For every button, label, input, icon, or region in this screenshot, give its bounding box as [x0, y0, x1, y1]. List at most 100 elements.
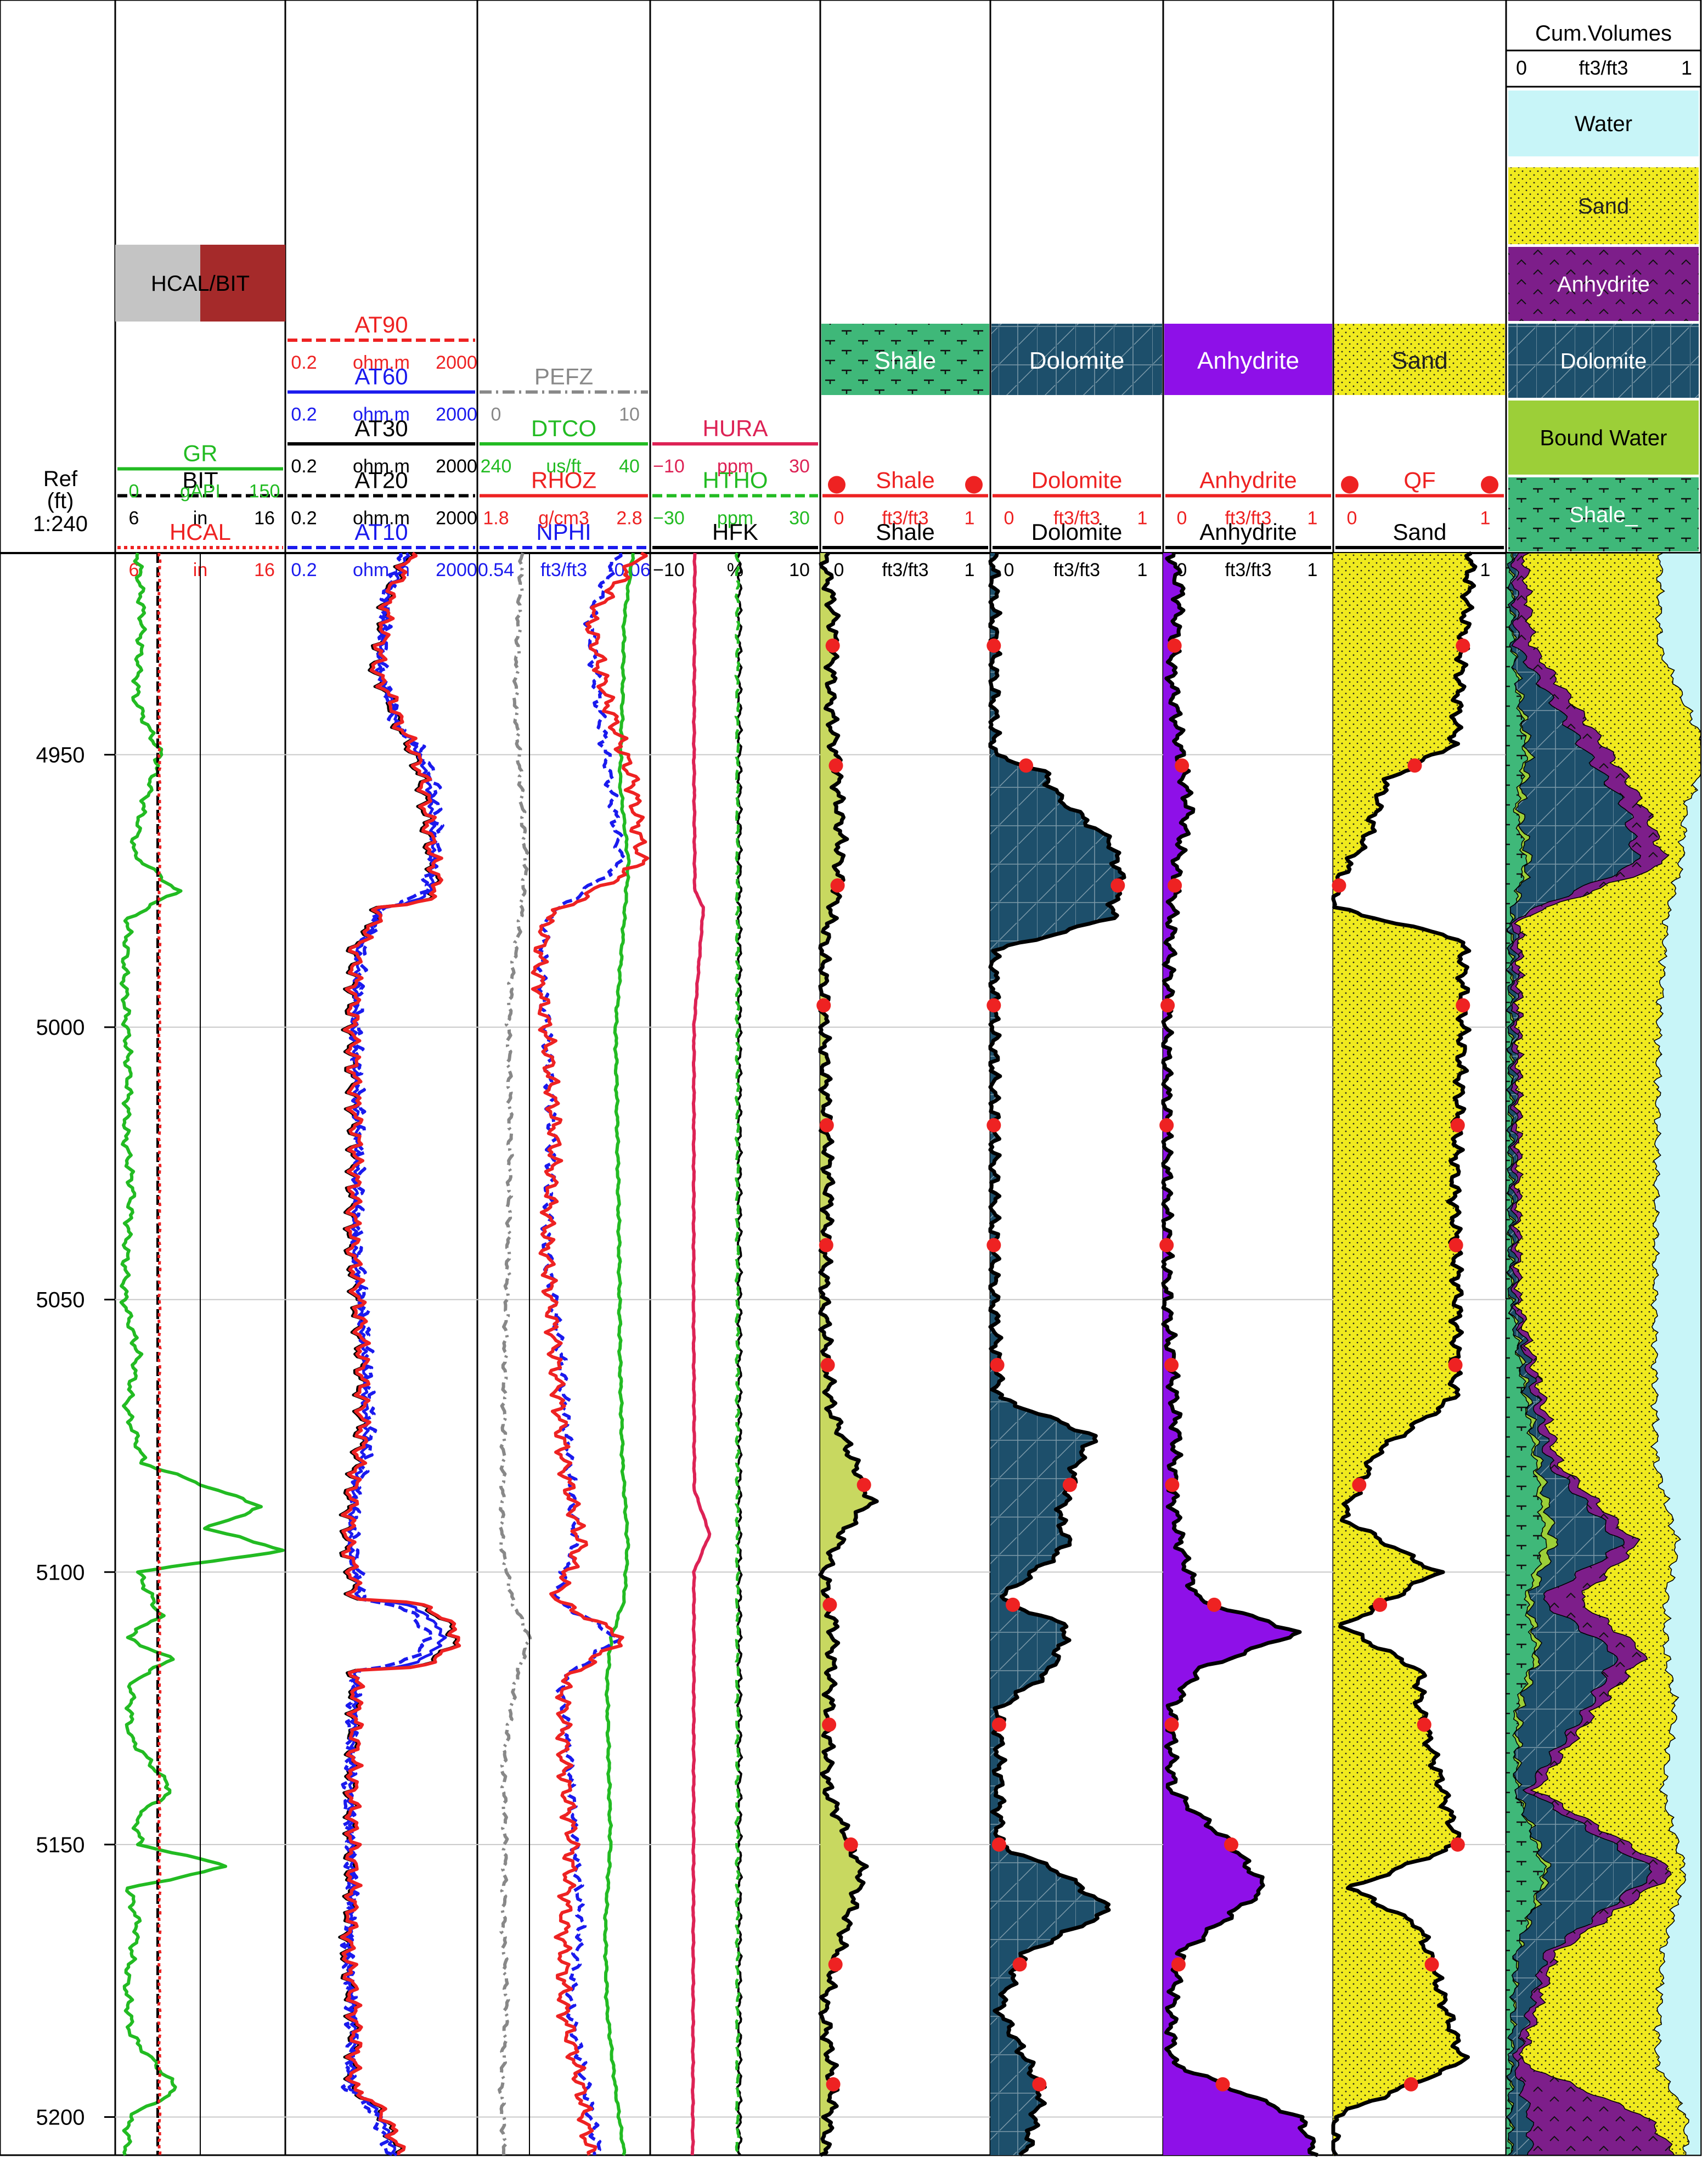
lithology-fill-swatch — [1164, 324, 1332, 395]
curve-scale-max: 1 — [1137, 560, 1148, 580]
depth-tick-label: 4950 — [36, 743, 85, 767]
curve-scale-min: −10 — [653, 456, 685, 477]
legend-swatch — [1508, 91, 1699, 156]
curve-scale-min: 0 — [1177, 508, 1187, 529]
model-marker-dot — [1456, 638, 1470, 653]
curve-unit: ohm.m — [353, 352, 410, 373]
model-marker-dot — [1175, 758, 1190, 773]
legend-label: Dolomite — [1560, 350, 1647, 374]
curve-scale-max: 2000 — [436, 508, 477, 529]
model-marker-dot — [1171, 1957, 1186, 1972]
model-marker-dot — [822, 1597, 837, 1612]
model-marker-dot — [1417, 1717, 1431, 1732]
curve-scale-min: 6 — [129, 508, 139, 529]
depth-tick-label: 5150 — [36, 1833, 85, 1857]
depth-unit: (ft) — [47, 489, 74, 513]
curve-name: Anhydrite — [1199, 467, 1296, 493]
curve-scale-min: 0.2 — [291, 508, 317, 529]
at90-curve — [340, 551, 461, 2156]
curve-unit: ft3/ft3 — [1053, 508, 1100, 529]
model-marker-dot — [1407, 758, 1422, 773]
model-marker-dot — [1332, 878, 1346, 893]
hcal-curve — [157, 553, 162, 2156]
hcal-bit-fill-red — [200, 245, 285, 322]
curve-scale-max: 2000 — [436, 456, 477, 477]
curve-name: AT10 — [354, 519, 408, 545]
model-marker-dot — [1207, 1597, 1221, 1612]
curve-unit: ohm.m — [353, 508, 410, 529]
model-marker-dot — [816, 998, 831, 1013]
curve-unit: ft3/ft3 — [1225, 560, 1271, 580]
curve-scale-min: 0 — [834, 560, 844, 580]
curve-scale-max: 1 — [1137, 508, 1148, 529]
lithology-fill-label: Anhydrite — [1197, 347, 1299, 374]
curve-name: Shale — [876, 519, 934, 545]
model-marker-dot — [820, 1357, 835, 1372]
cum-volumes-title: Cum.Volumes — [1535, 21, 1672, 46]
curve-unit: us/ft — [546, 456, 582, 477]
curve-unit: ft3/ft3 — [1053, 560, 1100, 580]
legend-swatch — [1508, 247, 1699, 321]
marker-legend-dot — [1481, 476, 1498, 494]
curve-scale-max: 1 — [965, 508, 975, 529]
legend-label: Water — [1575, 112, 1632, 136]
lithology-fill-swatch — [991, 324, 1162, 395]
legend-label: Sand — [1578, 194, 1629, 218]
curve-scale-min: 0 — [491, 404, 501, 425]
marker-legend-dot — [828, 476, 845, 494]
curve-unit: gAPI — [180, 481, 221, 502]
curve-name: Anhydrite — [1199, 519, 1296, 545]
model-marker-dot — [1032, 2077, 1047, 2092]
model-marker-dot — [856, 1478, 871, 1492]
curve-scale-min: −30 — [653, 508, 685, 529]
dtco-curve — [603, 553, 635, 2156]
legend-label: Shale_ — [1569, 503, 1638, 527]
lithology-fill-label: Sand — [1391, 347, 1448, 374]
cum-volumes-legend: Water Sand Anhydrite Dolomite Bound Water Sha… — [1508, 91, 1699, 551]
curve-scale-min: 1.8 — [483, 508, 509, 529]
model-marker-dot — [1168, 878, 1182, 893]
curve-scale-max: 1 — [1307, 560, 1318, 580]
curve-name: AT60 — [354, 364, 408, 390]
curve-scale-max: 10 — [789, 560, 810, 580]
curve-scale-max: 30 — [789, 456, 810, 477]
curve-name: AT90 — [354, 312, 408, 337]
curve-scale-min: 0 — [1347, 508, 1357, 529]
hcal-bit-label: HCAL/BIT — [151, 272, 250, 296]
hura-curve — [690, 553, 712, 2156]
model-marker-dot — [990, 1357, 1005, 1372]
curve-name: NPHI — [536, 519, 591, 545]
cum-volumes-min: 0 — [1516, 57, 1527, 79]
legend-label: Bound Water — [1540, 426, 1667, 450]
curve-scale-min: 0.2 — [291, 456, 317, 477]
legend-swatch — [1508, 401, 1699, 475]
curve-scale-max: 16 — [254, 508, 275, 529]
depth-tick-label: 5000 — [36, 1016, 85, 1040]
depth-scale: 1:240 — [33, 512, 88, 536]
cum-volume-area-water — [1650, 553, 1701, 2156]
model-marker-dot — [1456, 998, 1470, 1013]
depth-tick-label: 5050 — [36, 1288, 85, 1312]
model-marker-dot — [1159, 1238, 1174, 1253]
model-marker-dot — [1373, 1597, 1388, 1612]
curve-scale-min: 0 — [1004, 508, 1014, 529]
curve-name: GR — [183, 441, 218, 466]
model-marker-dot — [1159, 1118, 1174, 1132]
track-bodies — [119, 551, 1701, 2157]
lithology-fill-area — [1333, 553, 1475, 2155]
curve-unit: ohm.m — [353, 456, 410, 477]
curve-unit: ft3/ft3 — [882, 508, 928, 529]
lithology-fill-label: Shale — [875, 347, 937, 374]
htho-curve — [734, 552, 741, 2156]
curve-name: QF — [1403, 467, 1435, 493]
legend-swatch — [1508, 324, 1699, 398]
curve-unit: in — [193, 508, 207, 529]
lithology-fill-label: Dolomite — [1029, 347, 1125, 374]
lithology-fill-swatch — [821, 324, 989, 395]
curve-name: HTHO — [703, 467, 768, 493]
lithology-fill-area — [820, 553, 877, 2155]
curve-scale-min: 0.2 — [291, 352, 317, 373]
lithology-fill-swatch — [1334, 324, 1505, 395]
model-marker-dot — [1448, 1238, 1463, 1253]
curve-scale-max: 2000 — [436, 404, 477, 425]
